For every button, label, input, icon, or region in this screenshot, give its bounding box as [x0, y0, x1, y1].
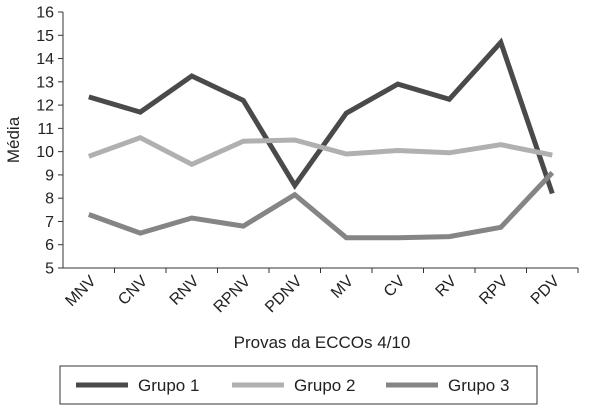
- x-tick-label: RNV: [167, 273, 203, 309]
- legend-box: [59, 365, 538, 405]
- legend: Grupo 1 Grupo 2 Grupo 3: [59, 365, 538, 405]
- legend-label: Grupo 3: [448, 376, 509, 395]
- y-axis-title: Média: [4, 116, 23, 163]
- y-tick-label: 11: [37, 121, 54, 138]
- x-tick-label: PDV: [528, 273, 564, 309]
- legend-label: Grupo 1: [138, 376, 199, 395]
- y-tick-label: 10: [36, 144, 54, 161]
- x-ticks: MNV CNV RNV RPNV PDNV MV CV RV RPV PDV: [62, 268, 579, 317]
- x-tick-label: RV: [433, 273, 461, 301]
- x-tick-label: MV: [328, 273, 357, 302]
- x-tick-label: CV: [381, 273, 409, 301]
- series-line: [88, 37, 555, 195]
- series-lines: [87, 37, 555, 241]
- x-axis-title: Provas da ECCOs 4/10: [234, 333, 411, 352]
- y-ticks: 5 6 7 8 9 10 11 12 13 14 15 16: [36, 5, 63, 278]
- series-line: [87, 170, 555, 241]
- x-tick-label: MNV: [62, 273, 99, 310]
- series-line: [87, 134, 553, 168]
- y-tick-label: 6: [45, 237, 54, 254]
- y-tick-label: 14: [36, 51, 54, 68]
- y-tick-label: 12: [36, 98, 54, 115]
- x-tick-label: PDNV: [262, 273, 306, 317]
- y-tick-label: 9: [45, 167, 54, 184]
- legend-items: Grupo 1 Grupo 2 Grupo 3: [76, 376, 509, 395]
- y-tick-label: 5: [45, 261, 54, 278]
- legend-label: Grupo 2: [294, 376, 355, 395]
- y-tick-label: 16: [36, 5, 54, 22]
- x-tick-label: CNV: [115, 273, 151, 309]
- y-tick-label: 7: [45, 214, 54, 231]
- x-tick-label: RPV: [476, 273, 512, 309]
- y-tick-label: 8: [45, 191, 54, 208]
- y-tick-label: 13: [36, 74, 54, 91]
- y-tick-label: 15: [36, 28, 54, 45]
- x-tick-label: RPNV: [211, 273, 255, 317]
